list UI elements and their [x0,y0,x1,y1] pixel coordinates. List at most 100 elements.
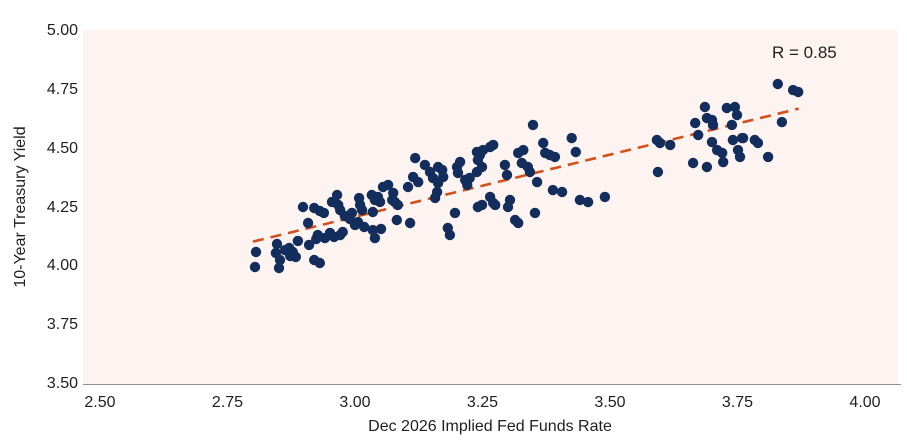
x-axis-title: Dec 2026 Implied Fed Funds Rate [368,418,612,435]
scatter-point [570,146,581,158]
scatter-point [549,151,561,163]
scatter-point [374,196,386,208]
scatter-point [274,254,286,266]
scatter-point [527,119,539,131]
scatter-point [476,199,488,211]
scatter-point [547,184,559,196]
y-tick-label: 4.75 [46,80,78,98]
scatter-point [382,179,394,191]
scatter-point [490,199,501,211]
scatter-point [574,194,586,206]
scatter-point [464,172,475,184]
y-tick-label: 4.50 [46,139,78,157]
scatter-point [271,238,283,250]
y-axis-title: 10-Year Treasury Yield [12,126,29,288]
scatter-point [687,157,699,169]
y-tick-label: 4.25 [46,198,78,216]
scatter-point [729,101,741,113]
x-tick-label: 3.25 [466,394,499,411]
scatter-point [776,116,788,128]
scatter-point [531,176,543,188]
scatter-point [718,156,729,168]
scatter-point [504,194,516,206]
scatter-point [501,169,513,181]
scatter-point [582,196,594,208]
y-tick-label: 4.00 [46,257,78,275]
scatter-point [432,177,444,189]
scatter-point [369,232,381,244]
scatter-point [318,207,330,219]
x-tick-label: 2.50 [84,394,116,411]
scatter-point [391,214,402,226]
y-tick-label: 5.00 [46,22,78,39]
scatter-point [367,206,378,218]
scatter-point [726,119,738,131]
scatter-point [727,134,739,146]
scatter-point [454,156,466,168]
scatter-point [314,257,325,269]
scatter-point [717,147,728,159]
scatter-point [518,144,529,156]
scatter-point [297,201,309,213]
scatter-point [413,176,424,188]
scatter-point [654,137,666,149]
scatter-point [392,199,403,211]
scatter-point [706,136,718,148]
scatter-point [693,129,704,141]
scatter-point [513,217,524,229]
scatter-point [444,229,456,241]
x-tick-label: 2.75 [211,394,244,411]
y-tick-label: 3.50 [46,375,78,392]
scatter-point [449,207,461,219]
scatter-point [556,186,568,198]
scatter-point [499,159,511,171]
scatter-point [529,207,541,219]
scatter-point [772,78,783,90]
scatter-point [690,117,701,129]
scatter-point [402,181,414,193]
scatter-point [359,221,370,233]
x-tick-label: 3.75 [721,394,754,411]
x-tick-label: 3.00 [339,394,371,411]
scatter-point [292,235,304,247]
scatter-point [762,151,774,163]
scatter-point [731,109,743,121]
scatter-point [404,217,416,229]
scatter-point [721,102,732,114]
scatter-point [566,132,577,144]
scatter-point [707,119,719,131]
correlation-annotation: R = 0.85 [772,43,837,62]
scatter-point [388,187,399,199]
scatter-point [285,250,296,262]
x-axis-line [83,384,901,385]
scatter-point [524,166,536,178]
scatter-point [367,224,378,236]
scatter-point [538,137,549,149]
scatter-point [734,151,746,163]
scatter-point [699,101,711,113]
x-tick-label: 4.00 [849,394,881,411]
scatter-point [599,191,611,203]
scatter-point [410,152,421,164]
scatter-point [793,86,804,98]
scatter-point [250,246,262,258]
scatter-point [452,167,464,179]
scatter-point [302,217,314,229]
scatter-point [331,189,343,201]
y-tick-label: 3.75 [46,316,78,334]
scatter-point [488,139,499,151]
scatter-point [337,226,348,238]
scatter-point [273,262,285,274]
scatter-point [471,166,483,178]
scatter-point [652,166,664,178]
scatter-point [303,239,315,251]
scatter-point [701,161,713,173]
scatter-point [429,192,441,204]
scatter-point [737,132,749,144]
scatter-point [665,139,676,151]
scatter-point [346,207,358,219]
x-tick-label: 3.50 [594,394,626,411]
scatter-point [249,261,261,273]
